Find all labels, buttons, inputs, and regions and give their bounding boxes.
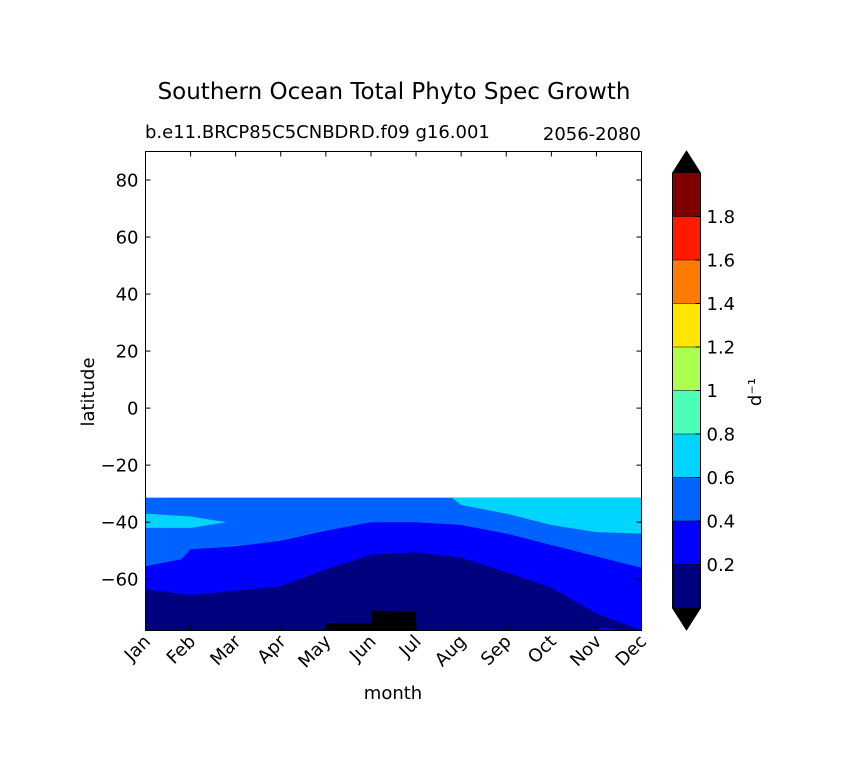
x-tick-label: Sep [477,631,516,670]
x-tick-label: Jul [395,631,426,662]
colorbar-tick-label: 0.2 [707,555,736,576]
colorbar-label: d⁻¹ [745,378,766,406]
chart-title: Southern Ocean Total Phyto Spec Growth [158,79,631,105]
colorbar-tick-label: 1.4 [707,294,736,315]
y-tick-label: 80 [116,171,139,192]
contour-region-0-6-0-8-2 [619,500,642,505]
colorbar-segment [672,390,701,434]
contour-patch-below-zero-0 [325,610,416,631]
colorbar-extend-over [672,151,701,173]
colorbar-segment [672,521,701,565]
colorbar-segment [672,434,701,478]
plot-frame [145,151,642,631]
y-axis: 80 60 40 20 0 −20 −40 −60 [101,171,642,591]
colorbar-segment [672,173,701,217]
x-tick-label: Dec [612,631,651,670]
x-tick-label: Jun [345,631,380,666]
chart-subtitle-right: 2056-2080 [543,124,641,145]
x-tick-label: Mar [206,631,245,670]
y-tick-label: 40 [116,285,139,306]
colorbar-tick-label: 0.4 [707,512,736,533]
x-axis-label: month [364,683,422,704]
x-tick-label: Apr [253,631,290,668]
x-tick-label: May [294,631,335,672]
y-tick-label: 0 [127,399,138,420]
y-tick-label: −60 [101,570,139,591]
contour-region-0-6-0-8-0 [145,513,227,528]
y-tick-label: 60 [116,228,139,249]
x-tick-label: Nov [566,631,606,671]
colorbar-segment [672,260,701,304]
colorbar-segment [672,564,701,608]
colorbar-outline [672,150,701,631]
x-tick-label: Aug [431,631,471,671]
colorbar-tick-label: 1.2 [707,338,736,359]
x-tick-label: Oct [524,631,561,668]
colorbar-tick-label: 1.6 [707,251,736,272]
colorbar-tick-label: 0.6 [707,468,736,489]
contour-fill-layer [145,497,642,631]
y-axis-label: latitude [78,357,99,426]
colorbar-segment [672,216,701,260]
colorbar-segment [672,477,701,521]
colorbar-tick-label: 1.8 [707,207,736,228]
colorbar: 0.2 0.4 0.6 0.8 1 1.2 1.4 1.6 1.8 [672,150,736,631]
y-tick-label: −20 [101,456,139,477]
x-tick-label: Jan [120,631,155,666]
colorbar-segment [672,303,701,347]
x-tick-label: Feb [163,631,200,668]
colorbar-tick-label: 0.8 [707,425,736,446]
colorbar-tick-label: 1 [707,381,718,402]
y-tick-label: −40 [101,513,139,534]
colorbar-segment [672,347,701,391]
chart-subtitle-left: b.e11.BRCP85C5CNBDRD.f09 g16.001 [145,122,490,143]
y-tick-label: 20 [116,342,139,363]
contour-region-0-6-0-8-1 [452,497,642,534]
plot-area: 80 60 40 20 0 −20 −40 −60 Jan Feb Mar Apr May Jun Jul… [101,151,651,672]
colorbar-extend-under [672,608,701,630]
